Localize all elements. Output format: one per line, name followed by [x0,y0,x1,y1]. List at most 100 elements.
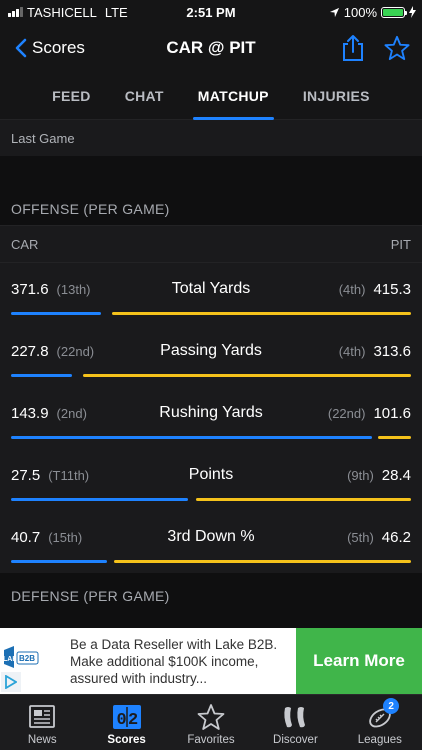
home-stat-rank: (22nd) [327,405,366,421]
home-stat: (4th) 415.3 [339,281,411,298]
home-bar [114,560,411,563]
away-stat-value: 143.9 [11,404,49,422]
away-stat-rank: (22nd) [56,343,95,359]
news-icon [29,705,56,728]
chevron-left-icon [15,38,27,58]
away-stat-value: 27.5 [11,466,41,484]
status-left: TASHICELL LTE [8,5,128,20]
away-bar [11,436,373,439]
away-bar [11,374,73,377]
home-stat-value: 415.3 [373,280,411,298]
stat-line: 27.5 (T11th) Points (9th) 28.4 [11,449,411,501]
last-game-label: Last Game [11,130,75,146]
tab-leagues[interactable]: 2 Leagues [338,695,422,750]
tab-injuries[interactable]: INJURIES [302,87,370,104]
tab-matchup[interactable]: MATCHUP [192,72,274,120]
home-stat: (22nd) 101.6 [328,405,411,422]
comparison-bar [11,498,411,501]
tab-news[interactable]: News [0,695,84,750]
home-stat-value: 28.4 [381,466,411,484]
offense-section-header: OFFENSE (PER GAME) [11,200,170,217]
svg-text:2: 2 [128,711,138,730]
tab-scores-label: Scores [107,734,146,746]
star-icon [197,704,225,730]
home-bar [83,374,411,377]
away-stat-rank: (2nd) [56,405,87,421]
home-bar [378,436,411,439]
home-stat: (9th) 28.4 [347,467,411,484]
share-icon[interactable] [340,34,366,62]
away-stat-rank: (T11th) [48,467,90,483]
tab-feed[interactable]: FEED [52,87,91,104]
home-stat-rank: (9th) [347,467,374,483]
tab-leagues-label: Leagues [357,734,402,746]
stat-row: 27.5 (T11th) Points (9th) 28.4 [0,449,422,511]
home-bar [111,312,411,315]
home-stat-value: 313.6 [373,342,411,360]
battery-icon [381,6,407,18]
svg-text:LAKE: LAKE [3,656,22,663]
status-bar: TASHICELL LTE 2:51 PM 100% [0,0,422,24]
ad-logo: LAKE B2B [0,628,52,694]
back-label: Scores [32,38,85,57]
away-stat-value: 227.8 [11,342,49,360]
back-button[interactable]: Scores [0,38,85,58]
network-type: LTE [104,4,128,20]
away-stat-rank: (13th) [56,281,91,297]
defense-section-header: DEFENSE (PER GAME) [11,588,170,604]
leagues-badge: 2 [383,698,400,714]
battery-percent: 100% [343,4,377,20]
home-stat-rank: (4th) [338,343,366,359]
tab-discover[interactable]: Discover [253,695,337,750]
away-team-label: CAR [11,236,39,252]
away-bar [11,560,107,563]
team-column-header: CAR PIT [0,225,422,263]
home-stat: (5th) 46.2 [347,529,411,546]
home-stat-value: 46.2 [381,528,411,546]
svg-text:0: 0 [116,711,126,730]
home-stat-rank: (4th) [338,281,366,297]
carrier-name: TASHICELL [27,4,97,20]
tab-favorites[interactable]: Favorites [169,695,253,750]
tab-discover-label: Discover [273,734,318,746]
away-stat-rank: (15th) [48,529,83,545]
away-stat-value: 40.7 [11,528,41,546]
comparison-bar [11,312,411,315]
section-spacer [0,156,422,192]
away-stat-value: 371.6 [11,280,49,298]
stat-line: 371.6 (13th) Total Yards (4th) 415.3 [11,263,411,315]
last-game-row[interactable]: Last Game [0,120,422,156]
star-icon[interactable] [384,34,410,62]
comparison-bar [11,436,411,439]
tab-strip: FEED CHAT MATCHUP INJURIES [0,72,422,120]
home-stat: (4th) 313.6 [339,343,411,360]
stat-line: 227.8 (22nd) Passing Yards (4th) 313.6 [11,325,411,377]
stat-line: 40.7 (15th) 3rd Down % (5th) 46.2 [11,511,411,563]
lake-b2b-logo: LAKE B2B [3,646,39,668]
offense-stat-list: 371.6 (13th) Total Yards (4th) 415.3 227.8 (22… [0,263,422,573]
svg-text:B2B: B2B [19,654,35,663]
stat-row: 371.6 (13th) Total Yards (4th) 415.3 [0,263,422,325]
ad-choices-icon[interactable] [1,672,21,692]
ad-text: Be a Data Reseller with Lake B2B. Make a… [70,637,278,686]
stat-row: 143.9 (2nd) Rushing Yards (22nd) 101.6 [0,387,422,449]
stat-row: 40.7 (15th) 3rd Down % (5th) 46.2 [0,511,422,573]
signal-icon [8,7,23,17]
home-stat-rank: (5th) [347,529,374,545]
tab-favorites-label: Favorites [187,734,235,746]
ad-banner[interactable]: LAKE B2B Be a Data Reseller with Lake B2… [0,628,422,694]
nav-actions [340,34,422,62]
away-bar [11,312,101,315]
status-right: 100% [329,5,416,20]
discover-icon [284,707,306,728]
location-arrow-icon [329,7,339,17]
learn-more-button[interactable]: Learn More [296,628,422,694]
stat-line: 143.9 (2nd) Rushing Yards (22nd) 101.6 [11,387,411,439]
tab-chat[interactable]: CHAT [124,87,164,104]
comparison-bar [11,374,411,377]
stat-row: 227.8 (22nd) Passing Yards (4th) 313.6 [0,325,422,387]
charging-bolt-icon [409,6,416,18]
